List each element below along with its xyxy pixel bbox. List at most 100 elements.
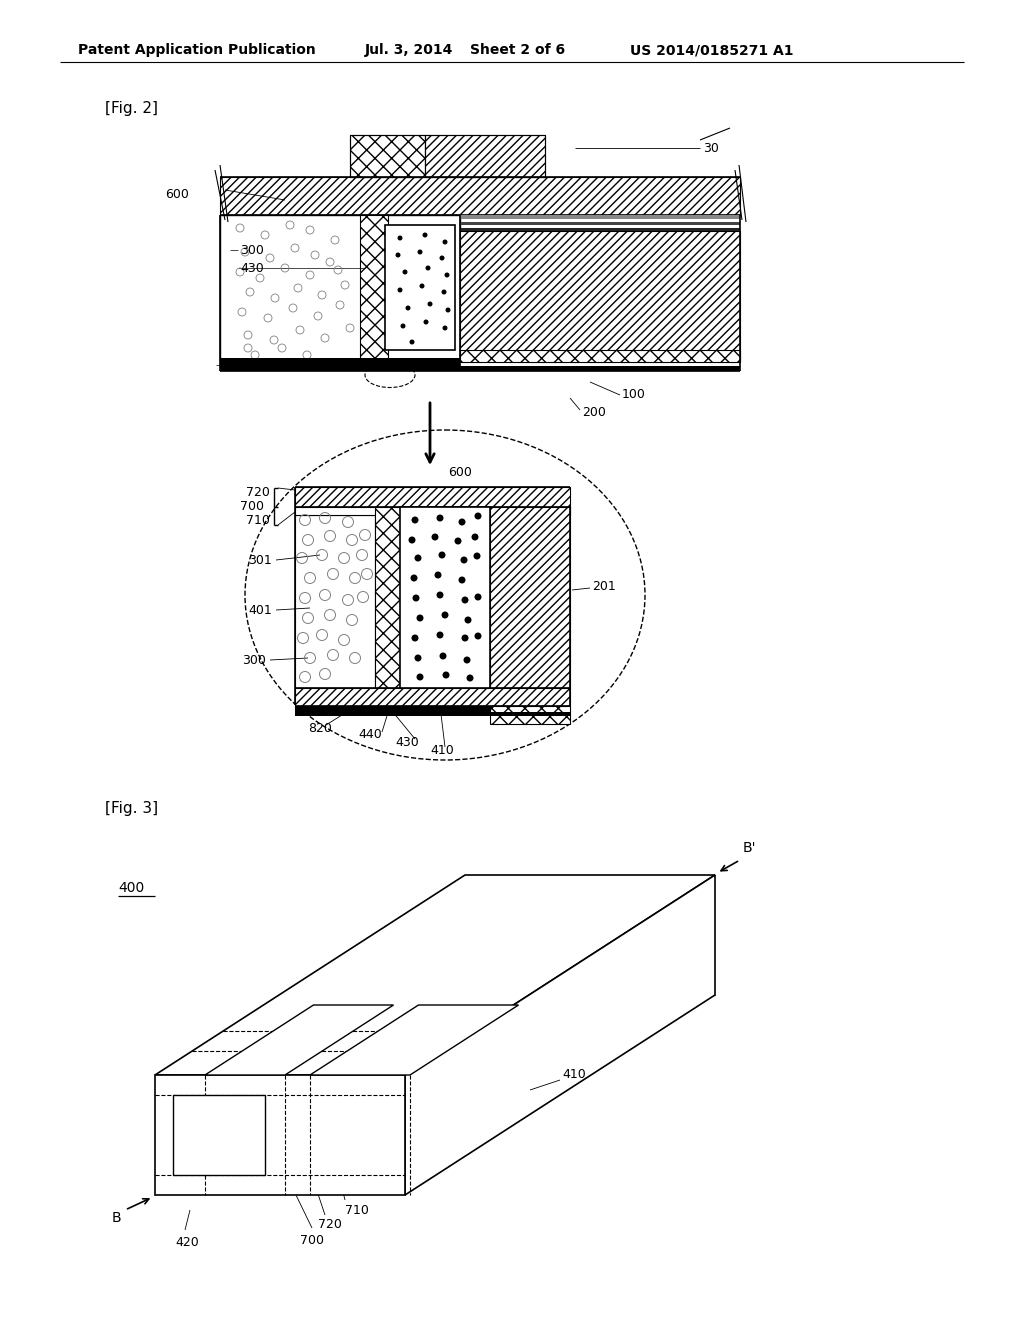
Circle shape (423, 232, 427, 238)
Circle shape (412, 635, 419, 642)
Bar (295, 706, 490, 714)
Circle shape (455, 537, 462, 544)
Circle shape (474, 594, 481, 601)
Circle shape (415, 554, 422, 561)
Text: 400: 400 (118, 880, 144, 895)
Polygon shape (173, 1096, 265, 1175)
Polygon shape (205, 1005, 393, 1074)
Text: 301: 301 (248, 553, 271, 566)
Bar (460, 215, 740, 219)
Text: 430: 430 (240, 261, 264, 275)
Text: 700: 700 (300, 1233, 324, 1246)
Circle shape (441, 611, 449, 619)
Bar (460, 222, 740, 224)
Circle shape (434, 572, 441, 578)
Circle shape (413, 594, 420, 602)
Circle shape (464, 656, 470, 664)
Text: 201: 201 (592, 579, 615, 593)
Text: 720: 720 (318, 1218, 342, 1232)
Bar (425, 135, 545, 177)
Circle shape (395, 252, 400, 257)
Bar (350, 135, 425, 177)
Bar (295, 487, 570, 507)
Text: 720: 720 (246, 487, 270, 499)
Circle shape (474, 512, 481, 520)
Text: [Fig. 3]: [Fig. 3] (105, 800, 158, 816)
Circle shape (418, 249, 423, 255)
Text: 30: 30 (703, 141, 719, 154)
Circle shape (462, 597, 469, 603)
Circle shape (417, 673, 424, 681)
Bar (460, 350, 740, 362)
Text: 300: 300 (242, 653, 266, 667)
Circle shape (473, 553, 480, 560)
Text: 820: 820 (222, 359, 246, 371)
Bar (295, 688, 570, 706)
Circle shape (438, 552, 445, 558)
Circle shape (397, 288, 402, 293)
Circle shape (411, 574, 418, 582)
Bar (220, 366, 740, 371)
Bar (385, 224, 455, 350)
Circle shape (436, 515, 443, 521)
Circle shape (459, 577, 466, 583)
Bar (375, 507, 400, 688)
Circle shape (465, 616, 471, 623)
Circle shape (444, 272, 450, 277)
Circle shape (400, 323, 406, 329)
Bar (400, 507, 490, 688)
Circle shape (442, 326, 447, 330)
Circle shape (431, 533, 438, 540)
Text: 600: 600 (449, 466, 472, 479)
Circle shape (445, 308, 451, 313)
Bar (460, 228, 740, 231)
Text: 430: 430 (395, 735, 419, 748)
Bar (460, 231, 740, 360)
Text: US 2014/0185271 A1: US 2014/0185271 A1 (630, 44, 794, 57)
Bar (220, 215, 460, 360)
Circle shape (424, 319, 428, 325)
Circle shape (436, 591, 443, 598)
Text: 401: 401 (248, 603, 271, 616)
Text: [Fig. 2]: [Fig. 2] (105, 100, 158, 116)
Bar (295, 515, 375, 688)
Circle shape (442, 672, 450, 678)
Text: B: B (112, 1210, 122, 1225)
Polygon shape (155, 875, 715, 1074)
Text: Jul. 3, 2014: Jul. 3, 2014 (365, 44, 454, 57)
Circle shape (439, 652, 446, 660)
Circle shape (439, 256, 444, 260)
Circle shape (471, 533, 478, 540)
Bar (220, 177, 740, 215)
Text: 200: 200 (582, 407, 606, 420)
Circle shape (420, 284, 425, 289)
Circle shape (441, 289, 446, 294)
Bar (295, 507, 570, 515)
Circle shape (415, 655, 422, 661)
Circle shape (436, 631, 443, 639)
Text: 710: 710 (246, 513, 270, 527)
Text: 100: 100 (622, 388, 646, 401)
Circle shape (474, 632, 481, 639)
Circle shape (397, 235, 402, 240)
Polygon shape (155, 1074, 406, 1195)
Circle shape (417, 615, 424, 622)
Text: Patent Application Publication: Patent Application Publication (78, 44, 315, 57)
Polygon shape (406, 875, 715, 1195)
Text: 820: 820 (308, 722, 332, 734)
Circle shape (442, 239, 447, 244)
Text: 410: 410 (430, 743, 454, 756)
Circle shape (462, 635, 469, 642)
Text: Sheet 2 of 6: Sheet 2 of 6 (470, 44, 565, 57)
Circle shape (427, 301, 432, 306)
Bar (295, 711, 570, 715)
Text: 710: 710 (345, 1204, 369, 1217)
Bar (490, 706, 570, 723)
Circle shape (409, 536, 416, 544)
Circle shape (402, 269, 408, 275)
Bar (490, 507, 570, 688)
Polygon shape (310, 1005, 518, 1074)
Text: 700: 700 (240, 500, 264, 513)
Text: 420: 420 (175, 1236, 199, 1249)
Text: 300: 300 (240, 243, 264, 256)
